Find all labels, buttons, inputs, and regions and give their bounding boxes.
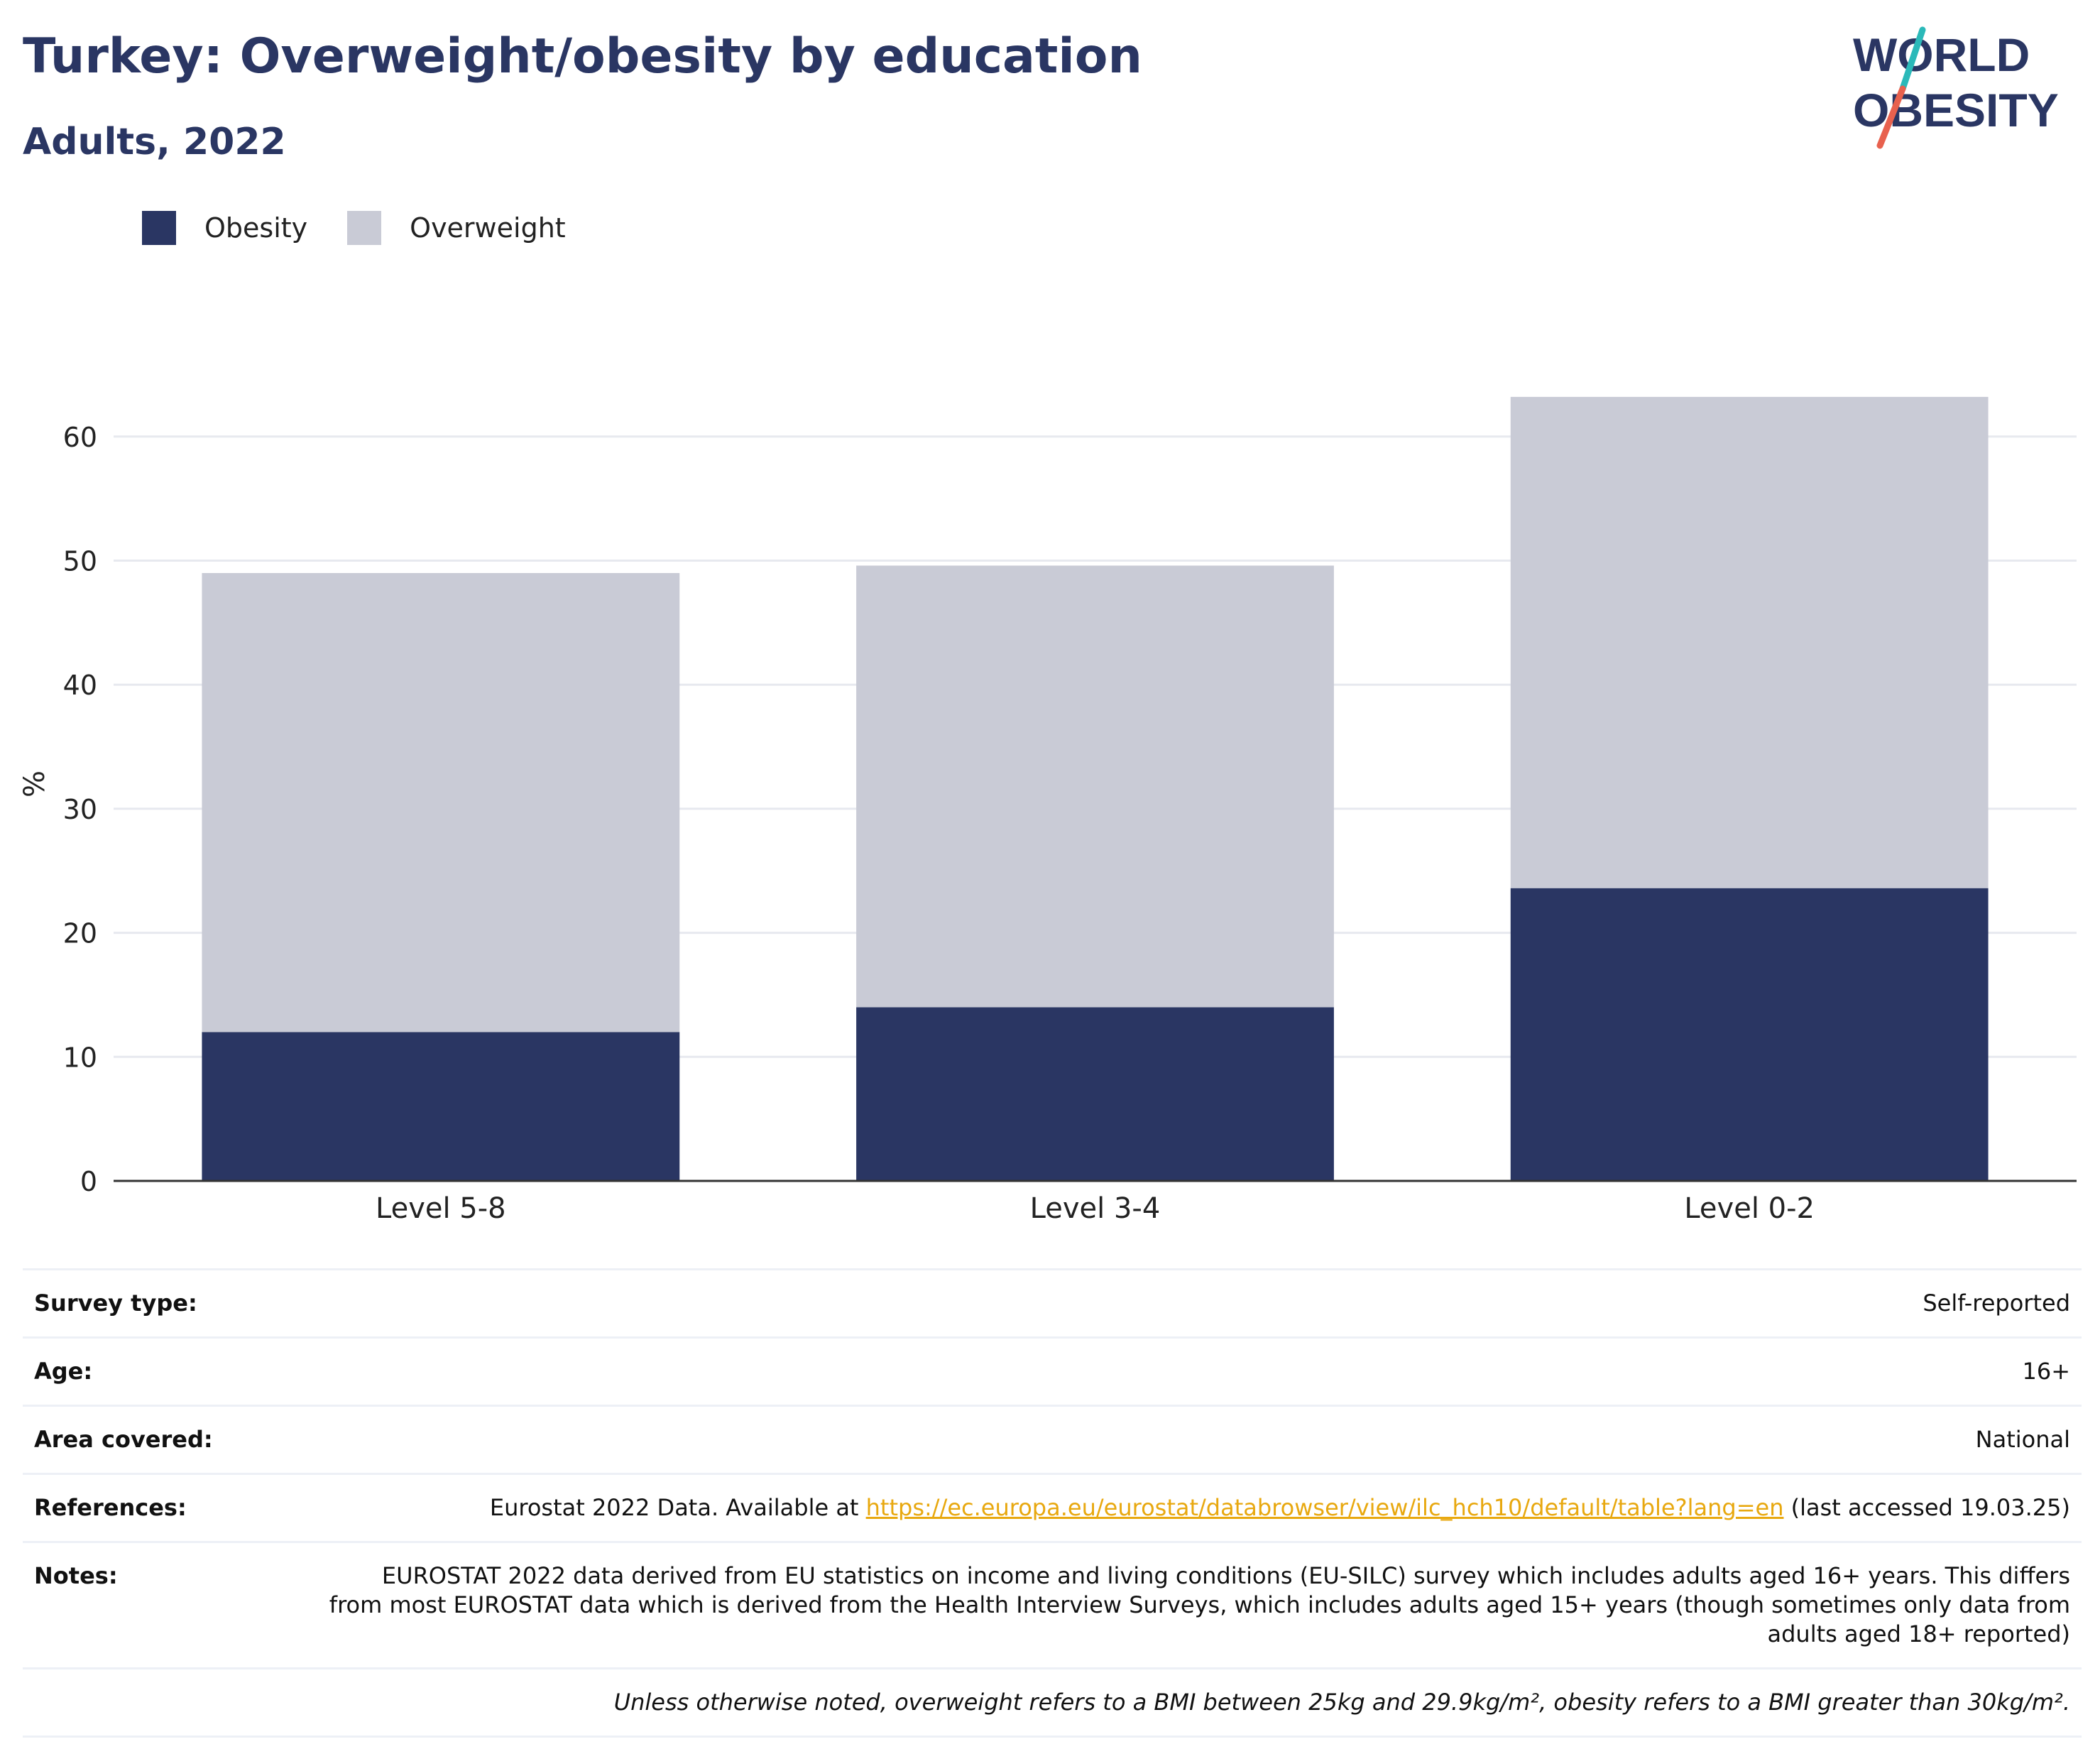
y-tick-label-0: 0	[80, 1166, 97, 1197]
legend-item-obesity[interactable]: Obesity	[142, 211, 307, 245]
area-label: Area covered:	[34, 1426, 213, 1453]
notes-label: Notes:	[34, 1562, 118, 1589]
x-tick-label-1: Level 3-4	[1030, 1192, 1161, 1225]
y-tick-label-10: 10	[63, 1042, 97, 1073]
y-tick-label-30: 30	[63, 794, 97, 825]
area-value: National	[1975, 1426, 2070, 1453]
references-prefix: Eurostat 2022 Data. Available at	[489, 1494, 866, 1521]
bar-overweight-level-0-2	[1510, 396, 1989, 888]
y-tick-label-20: 20	[63, 918, 97, 949]
info-row-references: References: Eurostat 2022 Data. Availabl…	[23, 1475, 2082, 1543]
bar-overweight-level-5-8	[202, 572, 680, 1032]
legend-swatch-overweight	[347, 211, 382, 245]
y-tick-label-60: 60	[63, 422, 97, 453]
info-row-area: Area covered: National	[23, 1407, 2082, 1475]
bar-obesity-level-3-4	[856, 1007, 1334, 1181]
survey-info-table: Survey type: Self-reported Age: 16+ Area…	[23, 1268, 2082, 1738]
notes-value: EUROSTAT 2022 data derived from EU stati…	[329, 1562, 2070, 1647]
legend-label-overweight: Overweight	[410, 212, 566, 244]
info-row-notes: Notes: EUROSTAT 2022 data derived from E…	[23, 1543, 2082, 1669]
legend-label-obesity: Obesity	[204, 212, 308, 244]
chart-title: Turkey: Overweight/obesity by education	[23, 28, 1142, 85]
bmi-definition-footnote: Unless otherwise noted, overweight refer…	[613, 1689, 2070, 1716]
references-label: References:	[34, 1494, 187, 1521]
legend-swatch-obesity	[142, 211, 176, 245]
age-label: Age:	[34, 1358, 93, 1385]
bar-overweight-level-3-4	[856, 565, 1334, 1008]
logo-word-world: WORLD	[1853, 28, 2030, 81]
info-row-age: Age: 16+	[23, 1339, 2082, 1407]
eurostat-reference-link[interactable]: https://ec.europa.eu/eurostat/databrowse…	[865, 1494, 1784, 1521]
x-tick-label-0: Level 5-8	[376, 1192, 506, 1225]
bar-obesity-level-5-8	[202, 1032, 680, 1181]
y-axis-title: %	[18, 770, 51, 797]
references-value: Eurostat 2022 Data. Available at https:/…	[490, 1493, 2070, 1522]
survey-type-value: Self-reported	[1923, 1290, 2070, 1317]
y-tick-label-50: 50	[63, 546, 97, 577]
legend-item-overweight[interactable]: Overweight	[347, 211, 566, 245]
y-tick-label-40: 40	[63, 670, 97, 701]
chart-subtitle: Adults, 2022	[23, 121, 286, 163]
survey-type-label: Survey type:	[34, 1290, 197, 1317]
chart-legend: Obesity Overweight	[142, 211, 606, 245]
logo-slash-top	[1899, 26, 1926, 92]
info-row-footnote: Unless otherwise noted, overweight refer…	[23, 1669, 2082, 1738]
logo-slash-bottom	[1876, 85, 1906, 149]
stacked-bar-chart: 0 10 20 30 40 50 60% Level 5-8 Level 3-4 Level 0-…	[18, 396, 2077, 1225]
world-obesity-logo[interactable]: WORLD OBESITY	[1846, 21, 2087, 149]
references-suffix: (last accessed 19.03.25)	[1783, 1494, 2070, 1521]
bar-obesity-level-0-2	[1510, 888, 1989, 1181]
age-value: 16+	[2022, 1358, 2070, 1385]
info-row-survey-type: Survey type: Self-reported	[23, 1270, 2082, 1339]
x-tick-label-2: Level 0-2	[1684, 1192, 1815, 1225]
